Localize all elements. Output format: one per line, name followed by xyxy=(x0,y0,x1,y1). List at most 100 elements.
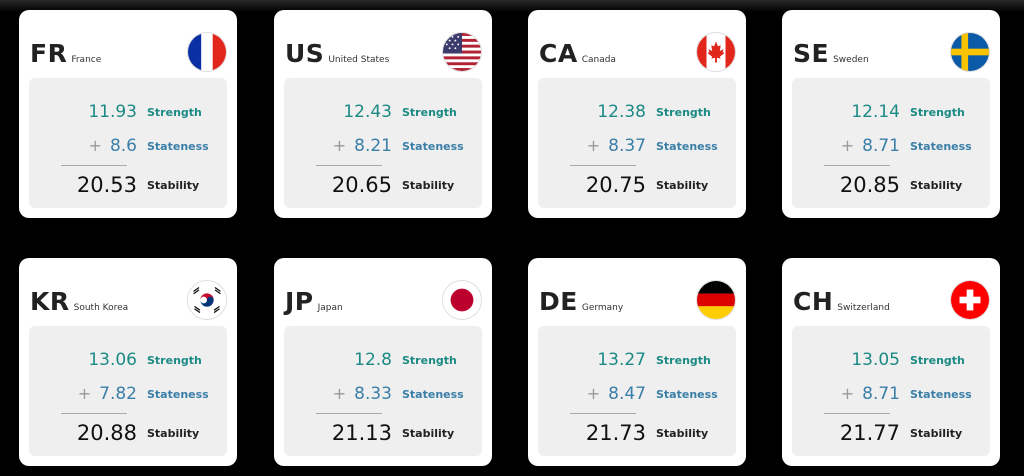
stability-value: 20.75 xyxy=(585,173,646,197)
country-code: KR South Korea xyxy=(30,287,129,316)
score-panel: 12.43 Strength +8.21 Stateness 20.65 Stabil… xyxy=(284,78,482,208)
stateness-label: Stateness xyxy=(402,140,464,153)
country-card-kr[interactable]: KR South Korea 13.06 Strength +7.82 Statene… xyxy=(19,258,237,466)
country-code: JP Japan xyxy=(285,287,343,316)
sum-divider xyxy=(570,413,636,414)
stability-value: 20.65 xyxy=(331,173,392,197)
strength-label: Strength xyxy=(147,354,202,367)
flag-germany-icon xyxy=(696,280,736,320)
stability-value: 21.77 xyxy=(839,421,900,445)
score-panel: 12.8 Strength +8.33 Stateness 21.13 Stabili… xyxy=(284,326,482,456)
strength-value: 13.27 xyxy=(597,350,646,370)
strength-value: 12.8 xyxy=(354,350,392,370)
stateness-label: Stateness xyxy=(402,388,464,401)
flag-sweden-icon xyxy=(950,32,990,72)
country-code: US United States xyxy=(285,39,390,68)
country-card-jp[interactable]: JP Japan 12.8 Strength +8.33 Stateness 21.1… xyxy=(274,258,492,466)
country-card-ca[interactable]: CA Canada 12.38 Strength +8.37 Stateness 20… xyxy=(528,10,746,218)
stability-value: 20.88 xyxy=(76,421,137,445)
top-scroll-shadow xyxy=(0,0,1024,12)
stability-value: 21.73 xyxy=(585,421,646,445)
stateness-value: 8.71 xyxy=(862,136,900,156)
stability-label: Stability xyxy=(147,179,200,192)
country-card-de[interactable]: DE Germany 13.27 Strength +8.47 Stateness 2… xyxy=(528,258,746,466)
country-card-ch[interactable]: CH Switzerland 13.05 Strength +8.71 Statene… xyxy=(782,258,1000,466)
strength-value: 12.14 xyxy=(851,102,900,122)
stateness-value: 8.37 xyxy=(608,136,646,156)
score-panel: 11.93 Strength +8.6 Stateness 20.53 Stabili… xyxy=(29,78,227,208)
stateness-value: 8.47 xyxy=(608,384,646,404)
stateness-value: 7.82 xyxy=(99,384,137,404)
flag-france-icon xyxy=(187,32,227,72)
country-code: FR France xyxy=(30,39,102,68)
country-name: United States xyxy=(328,55,390,65)
country-name: Japan xyxy=(317,303,343,313)
score-panel: 13.27 Strength +8.47 Stateness 21.73 Stabil… xyxy=(538,326,736,456)
score-panel: 12.38 Strength +8.37 Stateness 20.75 Stabil… xyxy=(538,78,736,208)
stability-label: Stability xyxy=(656,427,709,440)
plus-sign: + xyxy=(332,384,347,403)
plus-sign: + xyxy=(586,136,601,155)
plus-sign: + xyxy=(840,384,855,403)
plus-sign: + xyxy=(77,384,92,403)
country-code: CA Canada xyxy=(539,39,616,68)
country-card-se[interactable]: SE Sweden 12.14 Strength +8.71 Stateness 20… xyxy=(782,10,1000,218)
country-name: Germany xyxy=(581,303,624,313)
country-name: South Korea xyxy=(73,303,129,313)
plus-sign: + xyxy=(586,384,601,403)
country-card-fr[interactable]: FR France 11.93 Strength +8.6 Stateness 20.… xyxy=(19,10,237,218)
strength-label: Strength xyxy=(402,354,457,367)
strength-label: Strength xyxy=(402,106,457,119)
stateness-label: Stateness xyxy=(910,388,972,401)
sum-divider xyxy=(824,165,890,166)
sum-divider xyxy=(824,413,890,414)
stateness-value: 8.6 xyxy=(109,136,137,156)
stateness-label: Stateness xyxy=(910,140,972,153)
plus-sign: + xyxy=(840,136,855,155)
country-name: Canada xyxy=(581,55,616,65)
plus-sign: + xyxy=(88,136,102,155)
sum-divider xyxy=(570,165,636,166)
stability-label: Stability xyxy=(656,179,709,192)
strength-label: Strength xyxy=(147,106,202,119)
strength-value: 12.38 xyxy=(597,102,646,122)
stability-label: Stability xyxy=(147,427,200,440)
stateness-value: 8.71 xyxy=(862,384,900,404)
country-name: Sweden xyxy=(833,55,869,65)
stability-label: Stability xyxy=(402,427,455,440)
strength-label: Strength xyxy=(910,106,965,119)
stateness-label: Stateness xyxy=(656,388,718,401)
flag-usa-icon xyxy=(442,32,482,72)
sum-divider xyxy=(61,413,127,414)
flag-south-korea-icon xyxy=(187,280,227,320)
strength-value: 11.93 xyxy=(88,102,137,122)
flag-japan-icon xyxy=(442,280,482,320)
country-code: CH Switzerland xyxy=(793,287,890,316)
sum-divider xyxy=(316,413,382,414)
sum-divider xyxy=(316,165,382,166)
stability-value: 21.13 xyxy=(331,421,392,445)
stateness-value: 8.21 xyxy=(354,136,392,156)
country-card-us[interactable]: US United States 12.43 Strength +8.21 State… xyxy=(274,10,492,218)
country-name: Switzerland xyxy=(837,303,890,313)
strength-label: Strength xyxy=(656,106,711,119)
strength-value: 13.06 xyxy=(88,350,137,370)
stability-label: Stability xyxy=(910,427,963,440)
strength-value: 12.43 xyxy=(343,102,392,122)
sum-divider xyxy=(61,165,127,166)
score-panel: 13.05 Strength +8.71 Stateness 21.77 Stabil… xyxy=(792,326,990,456)
stateness-value: 8.33 xyxy=(354,384,392,404)
stability-value: 20.53 xyxy=(76,173,137,197)
stability-label: Stability xyxy=(910,179,963,192)
country-code: DE Germany xyxy=(539,287,624,316)
stability-label: Stability xyxy=(402,179,455,192)
flag-canada-icon xyxy=(696,32,736,72)
score-panel: 13.06 Strength +7.82 Stateness 20.88 Stabil… xyxy=(29,326,227,456)
stability-value: 20.85 xyxy=(839,173,900,197)
score-panel: 12.14 Strength +8.71 Stateness 20.85 Stabil… xyxy=(792,78,990,208)
flag-switzerland-icon xyxy=(950,280,990,320)
strength-label: Strength xyxy=(910,354,965,367)
stateness-label: Stateness xyxy=(147,140,209,153)
stateness-label: Stateness xyxy=(147,388,209,401)
stateness-label: Stateness xyxy=(656,140,718,153)
